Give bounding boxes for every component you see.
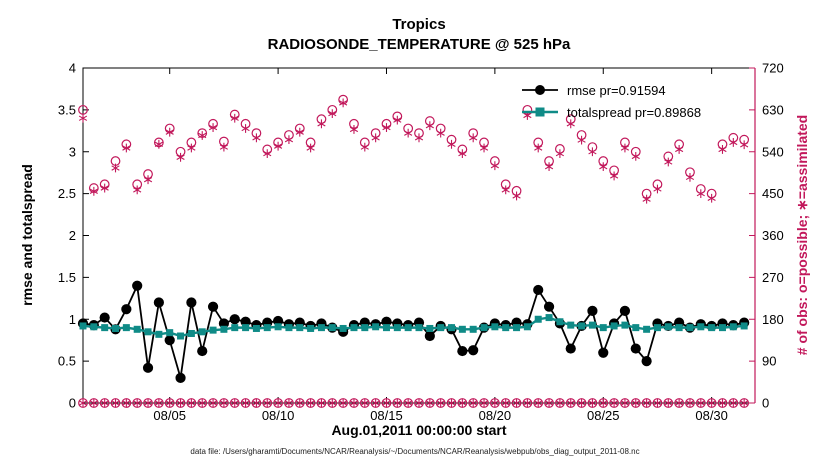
svg-text:2: 2 [69,228,76,243]
totalspread-legend-key-icon [522,107,558,117]
svg-text:08/05: 08/05 [153,408,186,423]
obs-possible-series [78,94,750,199]
svg-text:08/15: 08/15 [370,408,403,423]
svg-text:90: 90 [762,354,776,369]
svg-text:0: 0 [762,396,769,411]
svg-text:270: 270 [762,270,784,285]
svg-text:1: 1 [69,312,76,327]
obs-zero-row [78,398,750,408]
svg-text:08/10: 08/10 [262,408,295,423]
svg-text:1.5: 1.5 [58,270,76,285]
svg-text:720: 720 [762,61,784,76]
rmse-legend-key-icon [522,85,558,95]
svg-text:2.5: 2.5 [58,186,76,201]
svg-text:08/30: 08/30 [695,408,728,423]
obs-assimilated-series [78,98,749,204]
chart-subtitle: RADIOSONDE_TEMPERATURE @ 525 hPa [267,36,571,53]
x-axis-label: Aug.01,2011 00:00:00 start [331,422,507,438]
totalspread-legend-label: totalspread pr=0.89868 [567,104,702,120]
rmse-legend-label: rmse pr=0.91594 [567,82,666,98]
chart-title: Tropics [392,16,446,33]
data-file-caption: data file: /Users/gharamti/Documents/NCA… [190,447,640,456]
svg-text:0.5: 0.5 [58,354,76,369]
legend-item-rmse: rmse pr=0.91594 [520,79,701,101]
legend-item-totalspread: totalspread pr=0.89868 [520,101,701,123]
svg-text:540: 540 [762,144,784,159]
svg-text:3: 3 [69,144,76,159]
svg-text:360: 360 [762,228,784,243]
svg-text:630: 630 [762,102,784,117]
svg-text:0: 0 [69,396,76,411]
svg-text:4: 4 [69,61,76,76]
totalspread-series [79,314,748,340]
svg-text:08/25: 08/25 [587,408,620,423]
svg-text:08/20: 08/20 [479,408,512,423]
svg-text:450: 450 [762,186,784,201]
svg-text:3.5: 3.5 [58,102,76,117]
legend: rmse pr=0.91594 totalspread pr=0.89868 [520,79,701,123]
axes: 0 0.5 1 1.5 2 2.5 3 3.5 4 0 90 180 270 360 450 540 630 72… [58,61,784,424]
svg-text:180: 180 [762,312,784,327]
